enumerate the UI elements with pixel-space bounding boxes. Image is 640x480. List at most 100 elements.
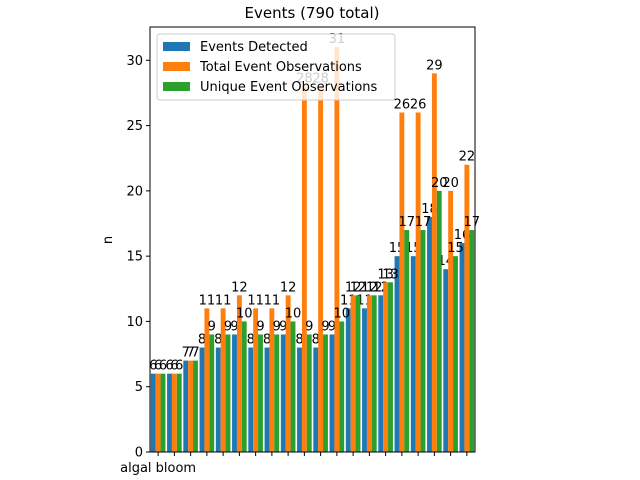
bar	[334, 47, 340, 452]
bar	[236, 295, 242, 452]
value-label: 26	[410, 98, 427, 113]
bar	[318, 86, 324, 452]
value-label: 10	[236, 306, 253, 321]
bar	[232, 334, 237, 452]
value-label: 8	[295, 333, 303, 348]
value-label: 9	[328, 319, 336, 334]
bar	[378, 295, 384, 452]
value-label: 29	[426, 58, 443, 73]
bar	[150, 373, 156, 452]
bar	[371, 295, 377, 452]
bar	[204, 308, 210, 452]
value-label: 9	[230, 319, 238, 334]
bar	[248, 347, 254, 452]
value-label: 11	[215, 293, 232, 308]
bar	[183, 360, 189, 452]
value-label: 9	[305, 319, 313, 334]
value-label: 7	[191, 346, 199, 361]
value-label: 6	[159, 359, 167, 374]
legend-swatch	[163, 82, 190, 91]
legend-label: Unique Event Observations	[200, 80, 378, 95]
bar	[155, 373, 161, 452]
value-label: 11	[264, 293, 281, 308]
bar	[355, 295, 361, 452]
bar	[339, 321, 345, 452]
value-label: 6	[175, 359, 183, 374]
value-label: 20	[442, 176, 459, 191]
bar	[420, 230, 426, 452]
bar	[220, 308, 226, 452]
y-tick-label: 20	[126, 184, 143, 199]
value-label: 6	[154, 359, 162, 374]
bar	[366, 295, 372, 452]
bar	[301, 86, 307, 452]
bar	[404, 230, 410, 452]
y-tick-label: 5	[135, 380, 143, 395]
bar	[415, 112, 421, 452]
bar	[323, 334, 328, 452]
bar	[290, 321, 296, 452]
value-label: 9	[208, 319, 216, 334]
value-label: 8	[198, 333, 206, 348]
value-label: 8	[312, 333, 320, 348]
legend: Events Detected Total Event Observations U…	[156, 33, 396, 101]
bar	[388, 282, 393, 452]
value-label: 13	[382, 267, 399, 282]
bar	[209, 334, 215, 452]
bar	[297, 347, 302, 452]
bar	[448, 190, 454, 452]
value-label: 6	[165, 359, 173, 374]
y-tick-label: 30	[126, 54, 143, 69]
bar	[215, 347, 221, 452]
legend-box	[156, 33, 396, 101]
value-label: 9	[224, 319, 232, 334]
value-label: 6	[149, 359, 157, 374]
y-tick-label: 25	[126, 119, 143, 134]
value-label: 20	[431, 176, 448, 191]
value-label: 7	[186, 346, 194, 361]
legend-label: Total Event Observations	[199, 60, 362, 75]
bar	[453, 256, 458, 452]
bar	[394, 256, 400, 452]
legend-swatch	[163, 42, 190, 51]
bar	[199, 347, 205, 452]
value-label: 12	[280, 280, 297, 295]
bar	[427, 216, 432, 452]
value-label: 11	[199, 293, 216, 308]
bar	[274, 334, 280, 452]
value-label: 17	[463, 215, 480, 230]
bar	[241, 321, 247, 452]
value-label: 17	[398, 215, 415, 230]
value-label: 8	[247, 333, 255, 348]
bar	[443, 269, 449, 452]
value-label: 12	[231, 280, 248, 295]
value-label: 26	[394, 98, 411, 113]
y-axis-label: n	[101, 236, 116, 244]
bar	[459, 243, 465, 452]
value-label: 7	[182, 346, 190, 361]
bar	[399, 112, 405, 452]
bar	[431, 73, 437, 452]
value-label: 9	[273, 319, 281, 334]
bar	[193, 360, 198, 452]
bar	[306, 334, 312, 452]
bar	[350, 295, 356, 452]
value-label: 12	[345, 280, 362, 295]
value-label: 17	[415, 215, 432, 230]
x-tick-label: algal bloom	[120, 461, 196, 476]
value-label: 8	[214, 333, 222, 348]
y-tick-label: 10	[126, 315, 143, 330]
bar	[345, 308, 351, 452]
legend-swatch	[163, 62, 190, 71]
bar	[176, 373, 182, 452]
value-label: 22	[459, 150, 476, 165]
bar	[225, 334, 231, 452]
bar	[188, 360, 194, 452]
bar	[264, 347, 270, 452]
bar	[280, 334, 286, 452]
value-label: 8	[263, 333, 271, 348]
bar	[167, 373, 172, 452]
value-label: 11	[247, 293, 264, 308]
bar	[469, 230, 475, 452]
